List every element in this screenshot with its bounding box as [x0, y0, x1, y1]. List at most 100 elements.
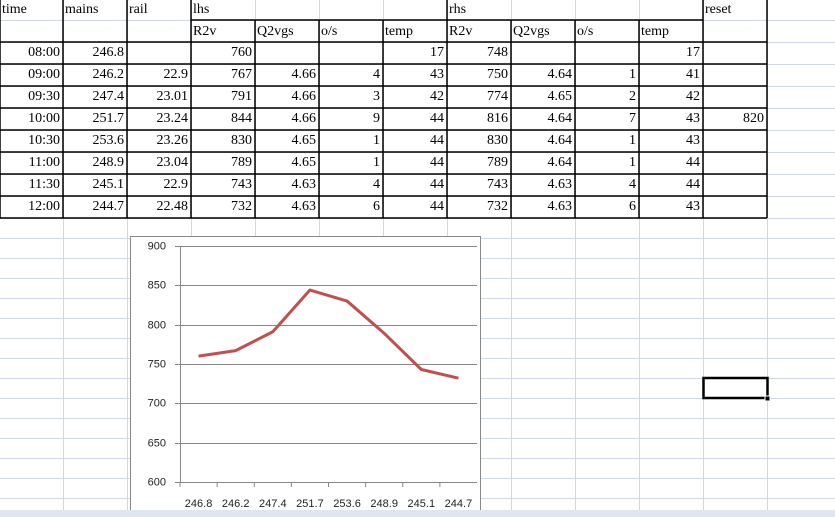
cell-value: 22.9 [164, 177, 189, 192]
x-tick-label: 244.7 [445, 498, 473, 510]
column-header: reset [705, 2, 732, 17]
cell-value: 4.64 [548, 133, 573, 148]
column-header: rail [129, 2, 148, 17]
y-tick-label: 600 [148, 476, 166, 488]
cell-value: 08:00 [28, 45, 60, 60]
cell-value: 4.64 [548, 67, 573, 82]
cell-value: 251.7 [93, 111, 125, 126]
cell-value: 2 [629, 89, 636, 104]
cell-value: 4.65 [548, 89, 573, 104]
column-subheader: temp [641, 24, 669, 39]
cell-value: 830 [487, 133, 508, 148]
cell-value: 44 [430, 177, 444, 192]
cell-value: 1 [629, 133, 636, 148]
cell-value: 4.64 [548, 155, 573, 170]
cell-value: 41 [686, 67, 700, 82]
cell-value: 1 [373, 155, 380, 170]
cell-value: 748 [487, 45, 508, 60]
cell-value: 789 [231, 155, 252, 170]
column-subheader: Q2vgs [257, 24, 294, 39]
cell-value: 22.9 [164, 67, 189, 82]
y-tick-label: 700 [148, 397, 166, 409]
cell-value: 732 [231, 199, 252, 214]
cell-value: 23.04 [157, 155, 189, 170]
cell-value: 43 [686, 199, 700, 214]
column-header: time [2, 2, 27, 17]
column-subheader: temp [385, 24, 413, 39]
x-tick-label: 246.2 [222, 498, 250, 510]
cell-value: 4.63 [548, 199, 573, 214]
cell-value: 1 [373, 133, 380, 148]
column-header: rhs [449, 2, 466, 17]
cell-value: 44 [686, 155, 700, 170]
cell-value: 09:00 [28, 67, 60, 82]
cell-value: 4.65 [292, 155, 317, 170]
cell-value: 4.66 [292, 67, 317, 82]
cell-value: 43 [686, 133, 700, 148]
cell-value: 3 [373, 89, 380, 104]
cell-value: 11:30 [29, 177, 60, 192]
cell-value: 9 [373, 111, 380, 126]
cell-value: 44 [686, 177, 700, 192]
cell-value: 791 [231, 89, 252, 104]
column-header: mains [65, 2, 98, 17]
cell-value: 10:00 [28, 111, 60, 126]
cell-value: 4.63 [548, 177, 573, 192]
cell-value: 23.26 [157, 133, 189, 148]
cell-value: 23.24 [157, 111, 189, 126]
cell-value: 7 [629, 111, 636, 126]
cell-value: 4.63 [292, 177, 317, 192]
cell-value: 248.9 [93, 155, 125, 170]
x-tick-label: 251.7 [296, 498, 324, 510]
cell-value: 820 [743, 111, 764, 126]
cell-value: 816 [487, 111, 508, 126]
x-tick-label: 248.9 [370, 498, 398, 510]
x-tick-label: 247.4 [259, 498, 287, 510]
column-subheader: Q2vgs [513, 24, 550, 39]
x-tick-label: 246.8 [185, 498, 213, 510]
chart-area [130, 236, 481, 517]
cell-value: 42 [686, 89, 700, 104]
cell-value: 253.6 [93, 133, 125, 148]
cell-value: 43 [430, 67, 444, 82]
column-subheader: R2v [193, 24, 216, 39]
cell-value: 743 [487, 177, 508, 192]
cell-value: 22.48 [157, 199, 189, 214]
cell-value: 246.8 [93, 45, 125, 60]
cell-value: 44 [430, 133, 444, 148]
sheet-tabs [0, 510, 835, 517]
cell-value: 4 [373, 177, 380, 192]
cell-value: 774 [487, 89, 508, 104]
y-tick-label: 650 [148, 437, 166, 449]
y-tick-label: 750 [148, 358, 166, 370]
x-tick-label: 245.1 [408, 498, 436, 510]
cell-value: 6 [373, 199, 380, 214]
data-line [198, 288, 459, 380]
cell-value: 789 [487, 155, 508, 170]
cell-value: 10:30 [28, 133, 60, 148]
cell-value: 4.66 [292, 111, 317, 126]
cell-value: 244.7 [93, 199, 125, 214]
cell-value: 830 [231, 133, 252, 148]
cell-value: 42 [430, 89, 444, 104]
cell-value: 1 [629, 155, 636, 170]
fill-handle [764, 395, 771, 402]
cell-value: 44 [430, 111, 444, 126]
cell-value: 11:00 [29, 155, 60, 170]
cell-value: 760 [231, 45, 252, 60]
cell-value: 246.2 [93, 67, 125, 82]
column-subheader: o/s [321, 24, 337, 39]
cell-value: 767 [231, 67, 252, 82]
cell-value: 4.66 [292, 89, 317, 104]
column-subheader: R2v [449, 24, 472, 39]
selected-cell [702, 376, 769, 400]
cell-value: 17 [430, 45, 444, 60]
y-tick-label: 900 [148, 240, 166, 252]
cell-value: 4.64 [548, 111, 573, 126]
cell-value: 4.63 [292, 199, 317, 214]
cell-value: 732 [487, 199, 508, 214]
cell-value: 4.65 [292, 133, 317, 148]
cell-value: 09:30 [28, 89, 60, 104]
